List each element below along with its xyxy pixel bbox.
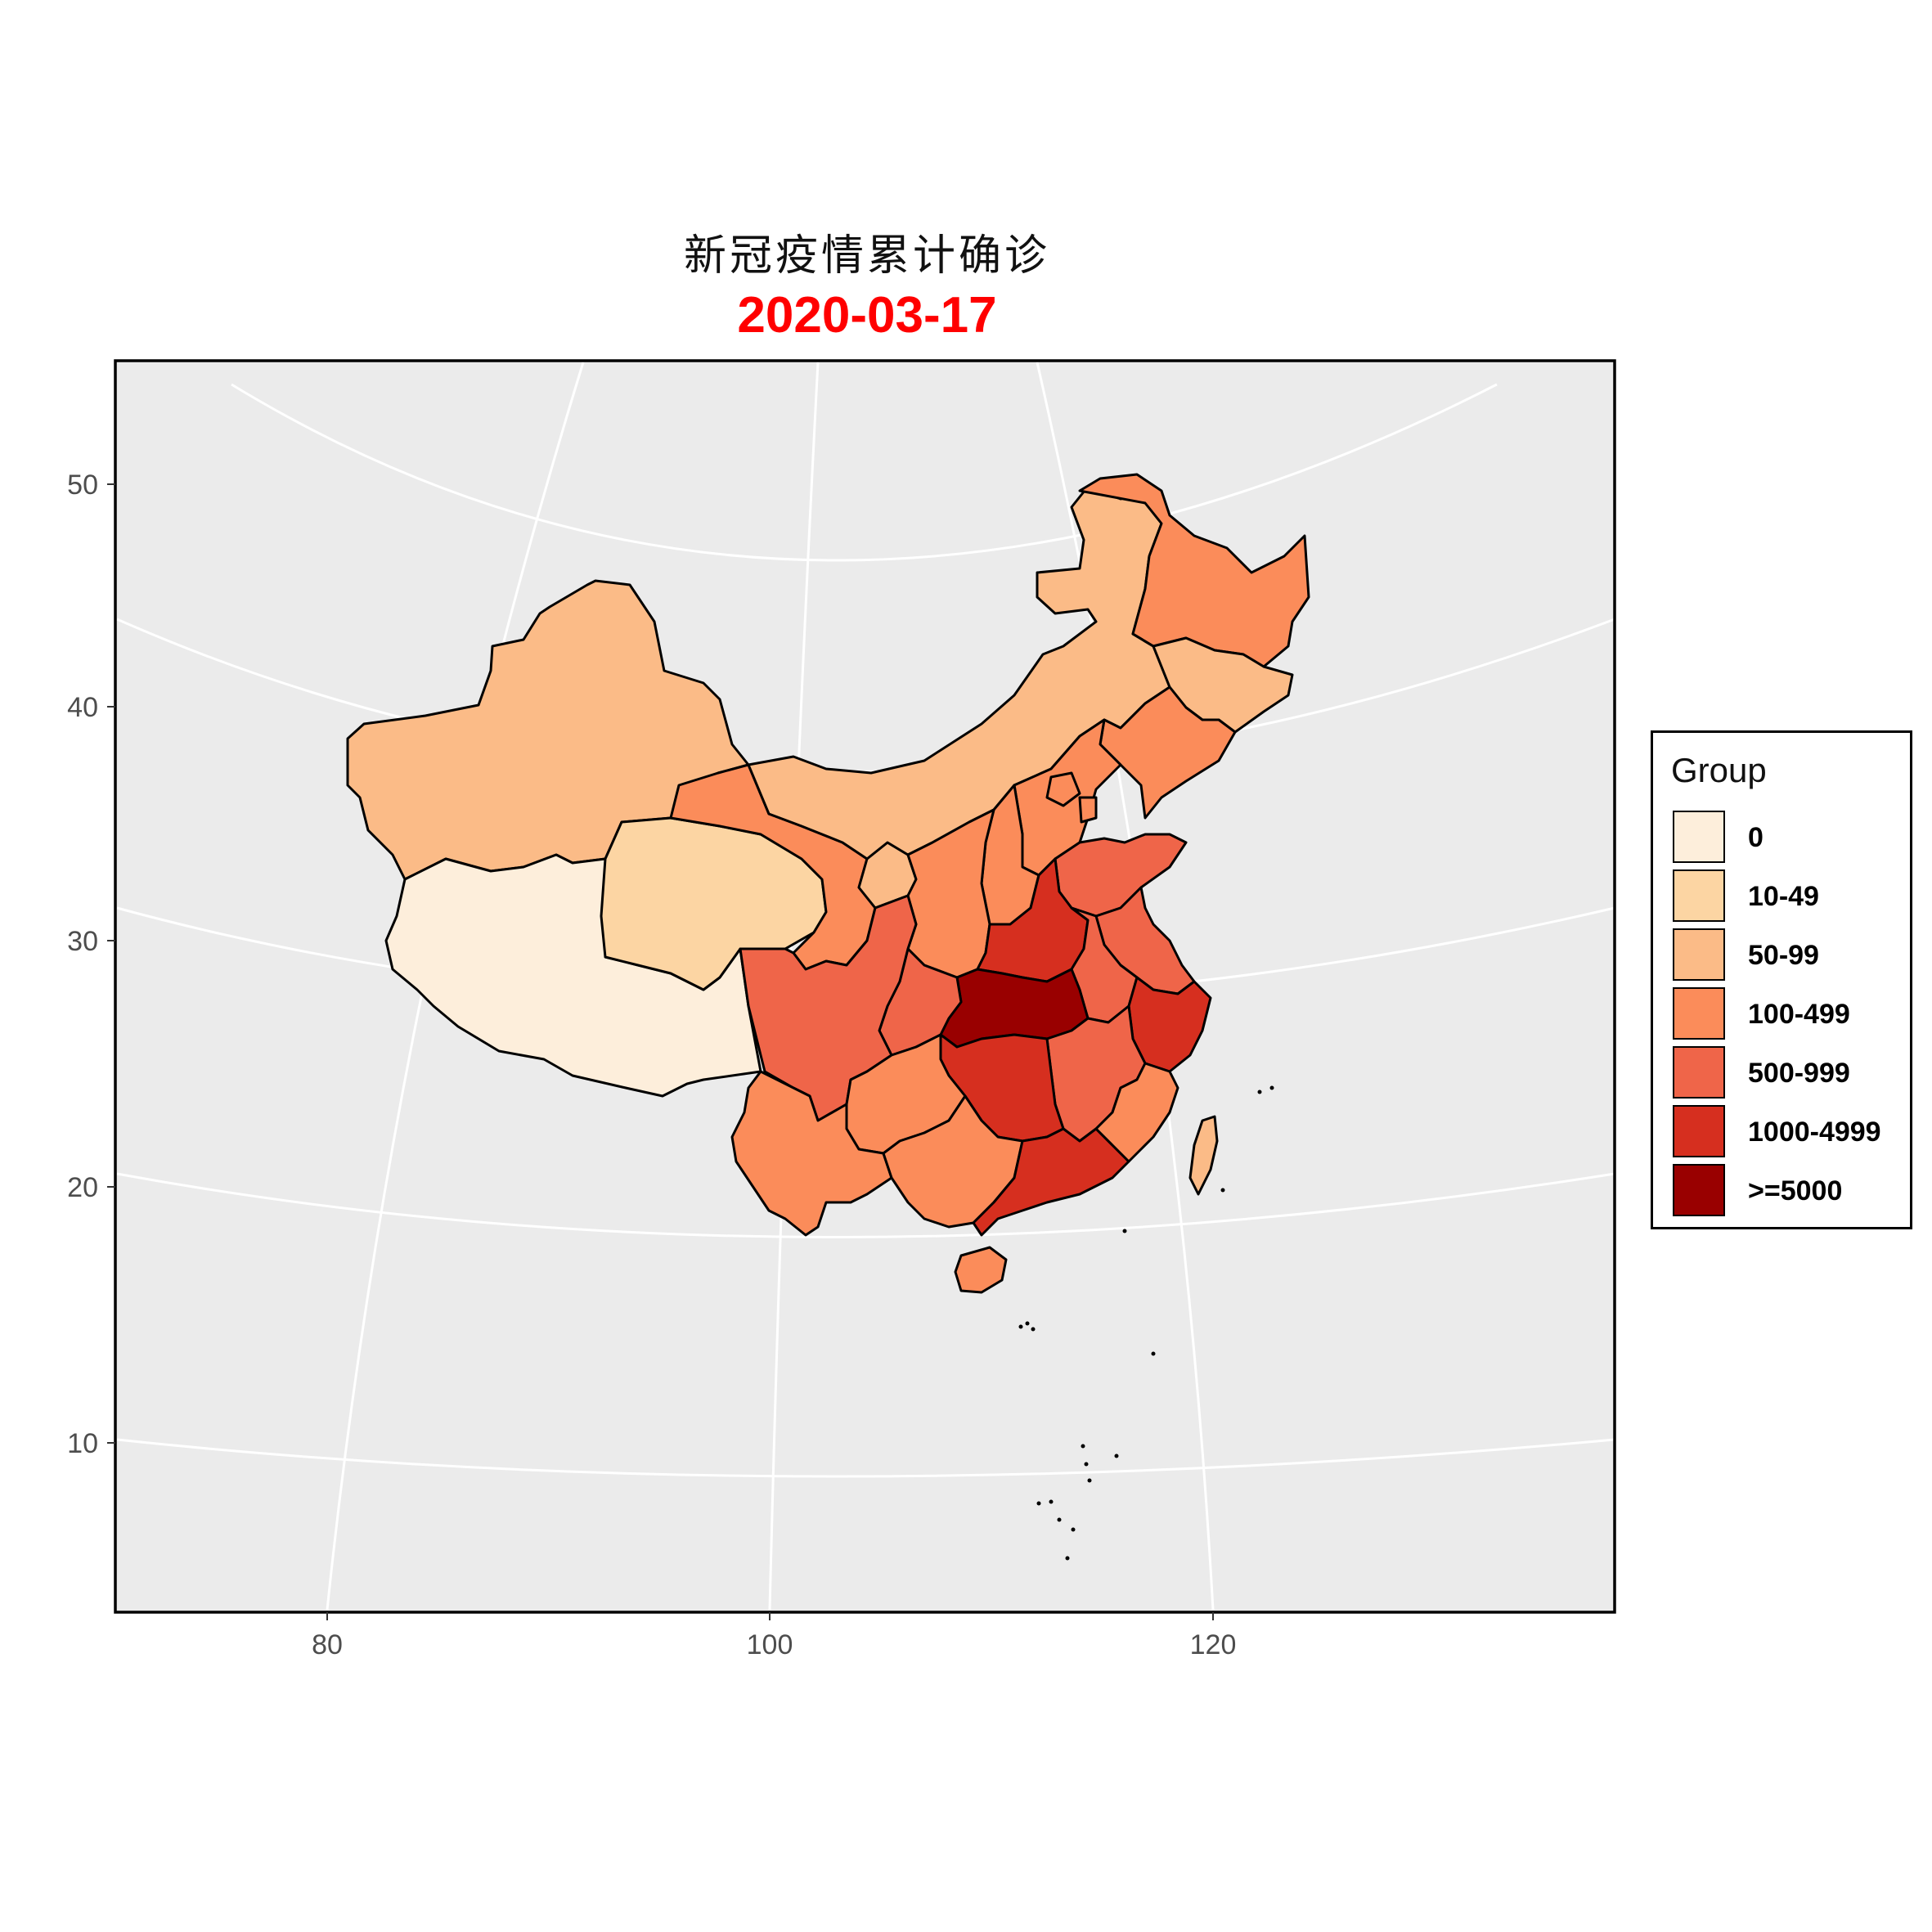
south-china-sea-islands xyxy=(1018,1085,1274,1561)
legend-label: 100-499 xyxy=(1748,999,1850,1030)
legend-item: 100-499 xyxy=(1673,987,1910,1045)
island-dot xyxy=(1269,1085,1274,1090)
island-dot xyxy=(1049,1499,1054,1504)
region-liaoning xyxy=(1099,685,1237,820)
island-dot xyxy=(1065,1556,1070,1561)
region-beijing xyxy=(1045,771,1081,807)
island-dot xyxy=(1122,1229,1127,1233)
legend-item: >=5000 xyxy=(1673,1164,1910,1221)
legend-swatch xyxy=(1673,811,1725,863)
region-taiwan xyxy=(1188,1115,1219,1196)
y-tick-label: 30 xyxy=(67,926,98,957)
legend-item: 1000-4999 xyxy=(1673,1105,1910,1162)
island-dot xyxy=(1087,1478,1092,1483)
island-dot xyxy=(1114,1453,1119,1458)
legend-item: 10-49 xyxy=(1673,869,1910,927)
legend-label: 10-49 xyxy=(1748,881,1819,912)
province-regions xyxy=(346,473,1310,1294)
region-yunnan xyxy=(730,1070,893,1237)
plot-border xyxy=(114,359,1616,1614)
legend-swatch xyxy=(1673,1164,1725,1216)
island-dot xyxy=(1084,1462,1089,1467)
legend-label: 0 xyxy=(1748,822,1764,853)
legend-title: Group xyxy=(1671,751,1767,789)
legend: Group 0 10-49 50-99 100-499 500-999 1000… xyxy=(1651,730,1912,1229)
island-dot xyxy=(1025,1321,1030,1326)
region-hainan xyxy=(954,1246,1008,1294)
x-tick-label: 100 xyxy=(747,1629,793,1660)
island-dot xyxy=(1036,1501,1041,1506)
legend-item: 50-99 xyxy=(1673,928,1910,986)
y-tick-label: 50 xyxy=(67,470,98,501)
y-tick-label: 40 xyxy=(67,692,98,723)
region-guangdong xyxy=(972,1127,1130,1237)
island-dot xyxy=(1220,1188,1225,1193)
region-fujian xyxy=(1094,1062,1179,1163)
legend-label: 50-99 xyxy=(1748,940,1819,971)
x-tick-label: 120 xyxy=(1190,1629,1237,1660)
legend-item: 500-999 xyxy=(1673,1046,1910,1103)
chart-subtitle-date: 2020-03-17 xyxy=(737,287,997,344)
legend-item: 0 xyxy=(1673,811,1910,868)
y-axis xyxy=(107,483,115,1444)
legend-label: 1000-4999 xyxy=(1748,1117,1881,1148)
x-axis xyxy=(326,1612,1214,1620)
legend-swatch xyxy=(1673,869,1725,922)
island-dot xyxy=(1151,1351,1156,1356)
y-tick-label: 20 xyxy=(67,1172,98,1203)
island-dot xyxy=(1081,1444,1085,1449)
x-tick-label: 80 xyxy=(312,1629,343,1660)
island-dot xyxy=(1057,1517,1062,1522)
legend-swatch xyxy=(1673,987,1725,1040)
legend-swatch xyxy=(1673,928,1725,981)
island-dot xyxy=(1018,1324,1023,1329)
graticule-lat-10 xyxy=(116,1438,1615,1478)
region-heilongjiang xyxy=(1078,473,1310,668)
legend-label: 500-999 xyxy=(1748,1058,1850,1089)
legend-swatch xyxy=(1673,1105,1725,1157)
legend-swatch xyxy=(1673,1046,1725,1099)
chart-title: 新冠疫情累计确诊 xyxy=(683,231,1050,281)
legend-label: >=5000 xyxy=(1748,1175,1843,1206)
island-dot xyxy=(1071,1527,1076,1532)
region-tianjin xyxy=(1078,796,1098,824)
island-dot xyxy=(1257,1090,1262,1094)
island-dot xyxy=(1031,1327,1036,1332)
y-tick-label: 10 xyxy=(67,1428,98,1459)
graticule-lat-50 xyxy=(231,383,1498,562)
graticule-lat-20 xyxy=(116,1172,1615,1238)
